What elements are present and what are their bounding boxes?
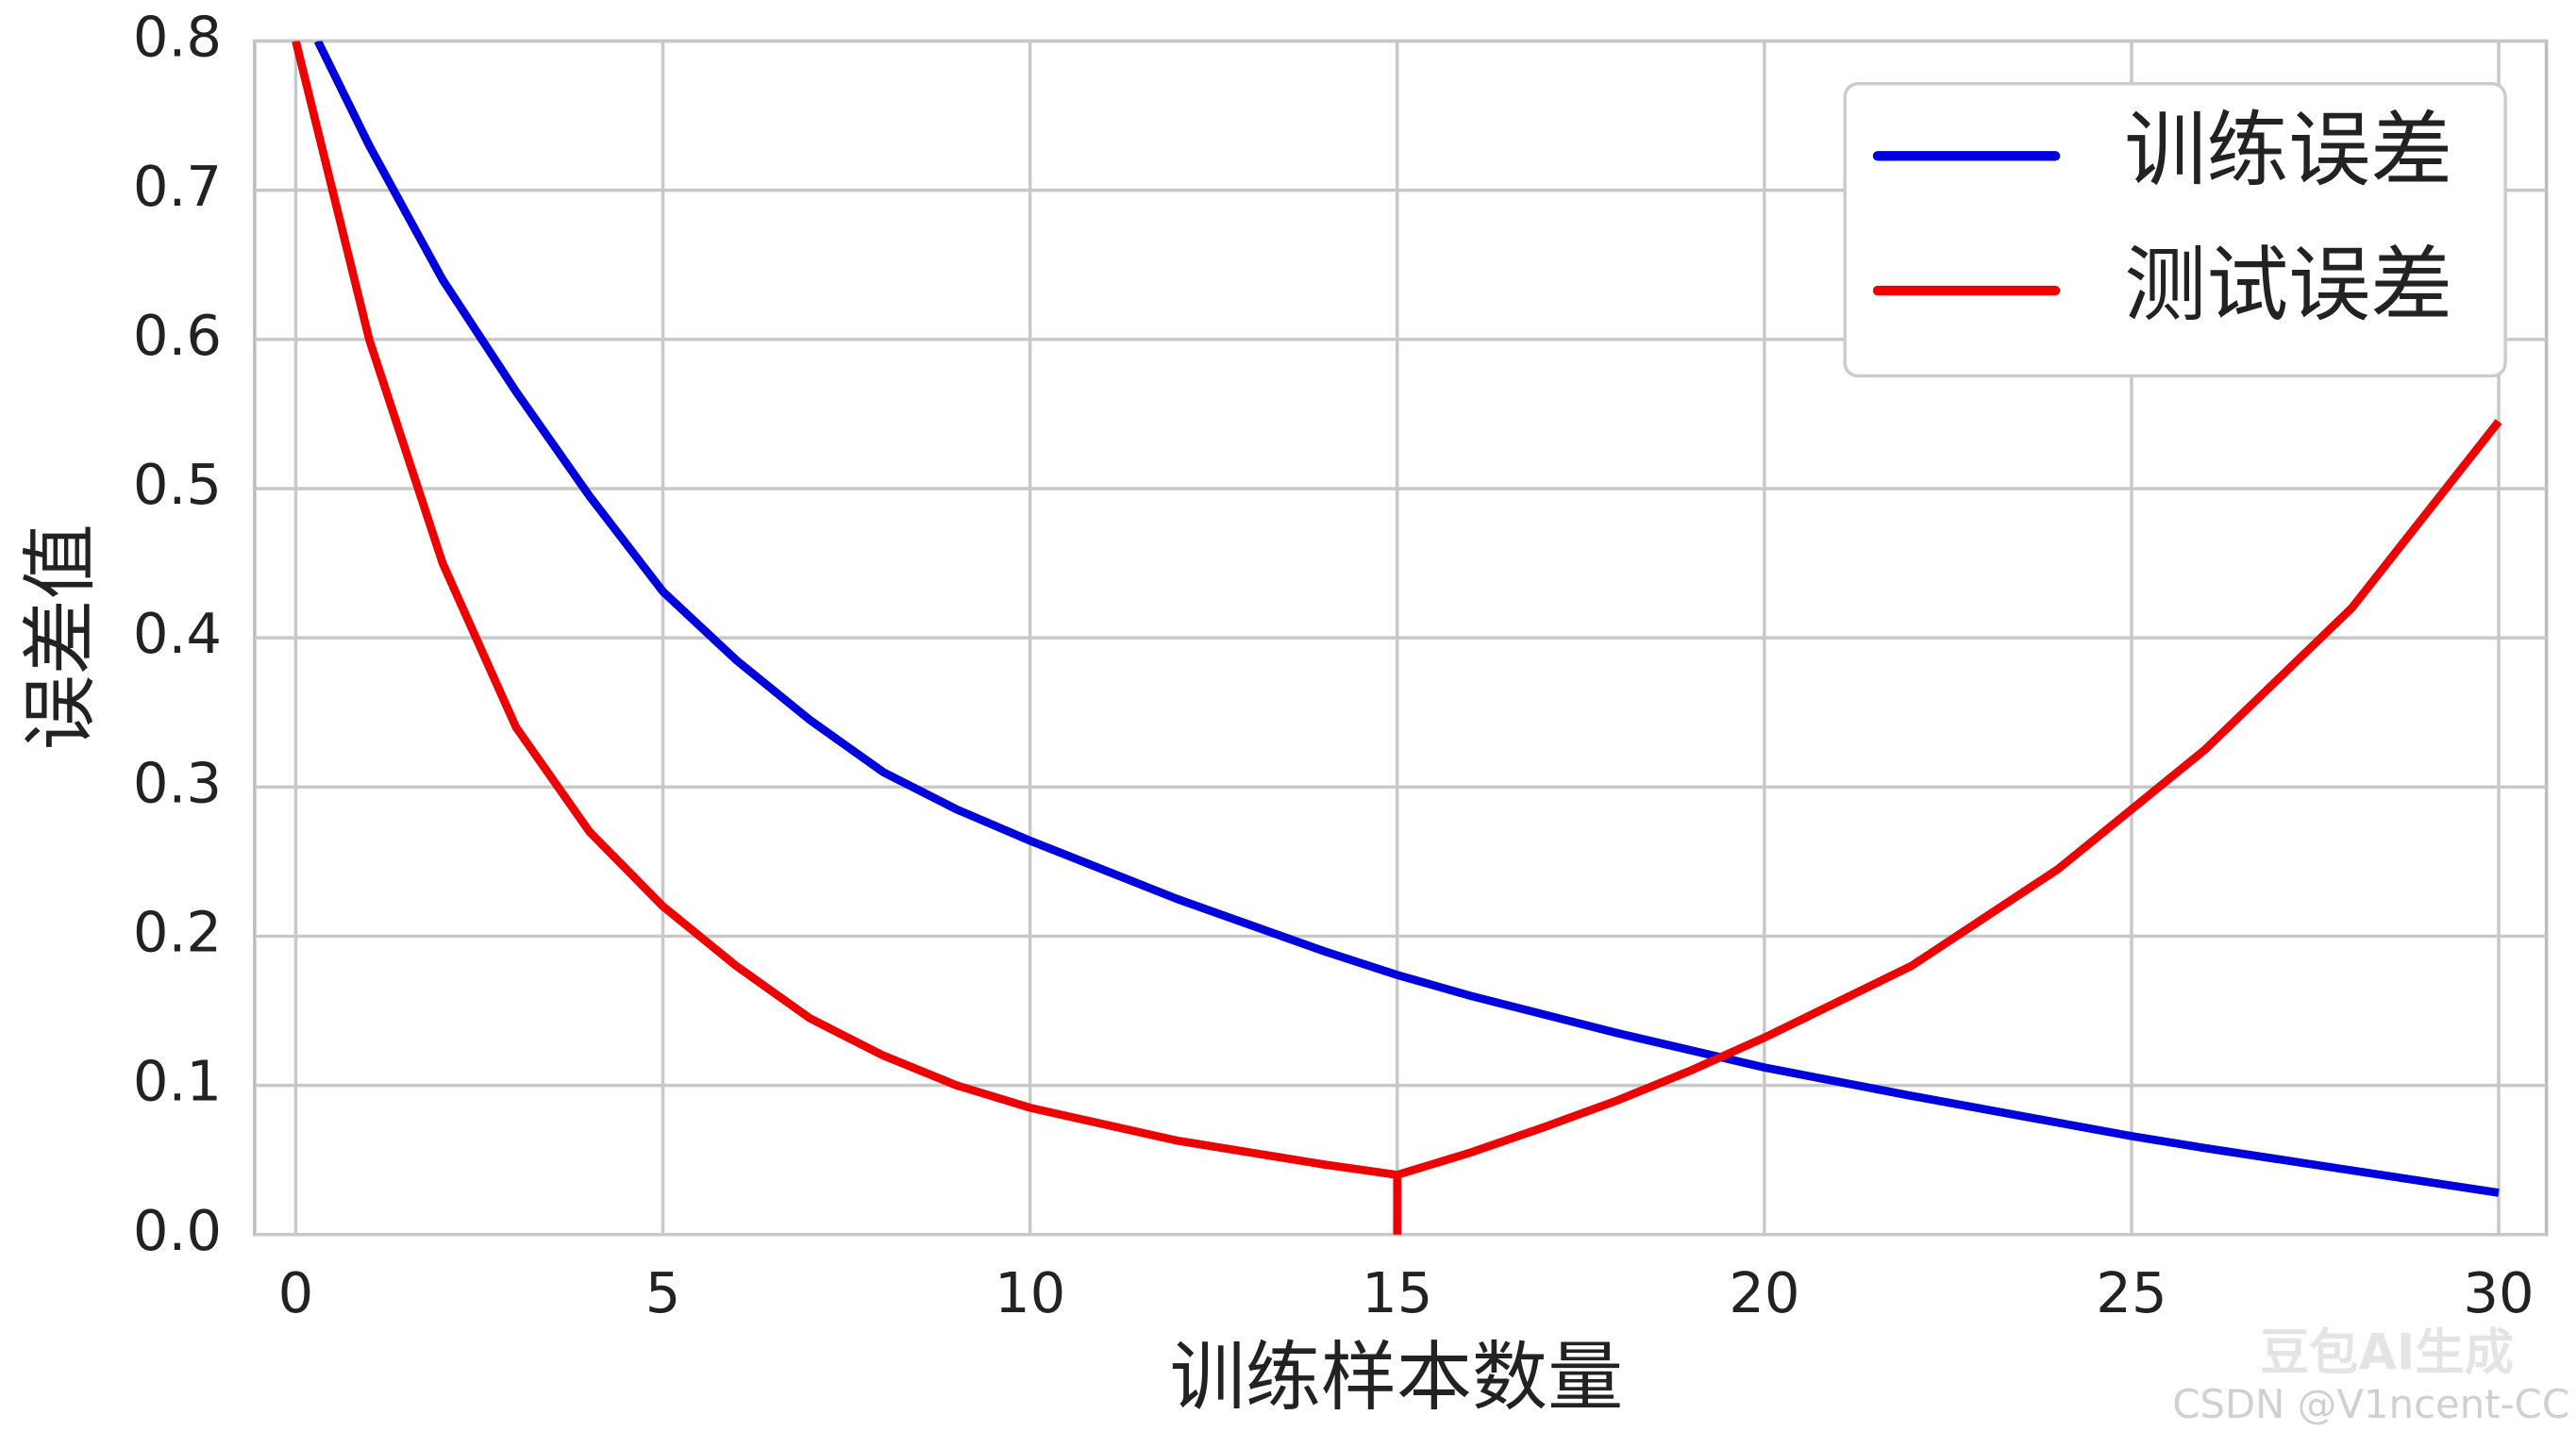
x-tick-label: 25 [2096, 1260, 2166, 1325]
y-axis-label: 误差值 [17, 524, 105, 750]
y-tick-label: 0.4 [133, 601, 222, 666]
y-tick-label: 0.0 [133, 1198, 222, 1263]
y-tick-label: 0.2 [133, 900, 222, 965]
watermark: CSDN @V1ncent-CC [2172, 1381, 2569, 1427]
y-tick-label: 0.6 [133, 303, 222, 368]
y-tick-label: 0.1 [133, 1049, 222, 1114]
x-tick-label: 30 [2463, 1260, 2534, 1325]
line-series [313, 41, 2500, 1197]
y-tick-label: 0.5 [133, 452, 222, 517]
y-tick-label: 0.7 [133, 154, 222, 219]
x-axis-label: 训练样本数量 [1170, 1333, 1623, 1421]
x-tick-label: 10 [995, 1260, 1065, 1325]
x-tick-label: 0 [278, 1260, 314, 1325]
line-series [292, 41, 2502, 1235]
y-tick-label: 0.3 [133, 750, 222, 815]
x-tick-label: 20 [1729, 1260, 1799, 1325]
watermark: 豆包AI生成 [2260, 1325, 2514, 1382]
x-tick-label: 15 [1362, 1260, 1432, 1325]
x-tick-label: 5 [645, 1260, 681, 1325]
legend-label: 测试误差 [2124, 237, 2452, 333]
legend-label: 训练误差 [2124, 102, 2452, 198]
y-tick-label: 0.8 [133, 5, 222, 70]
